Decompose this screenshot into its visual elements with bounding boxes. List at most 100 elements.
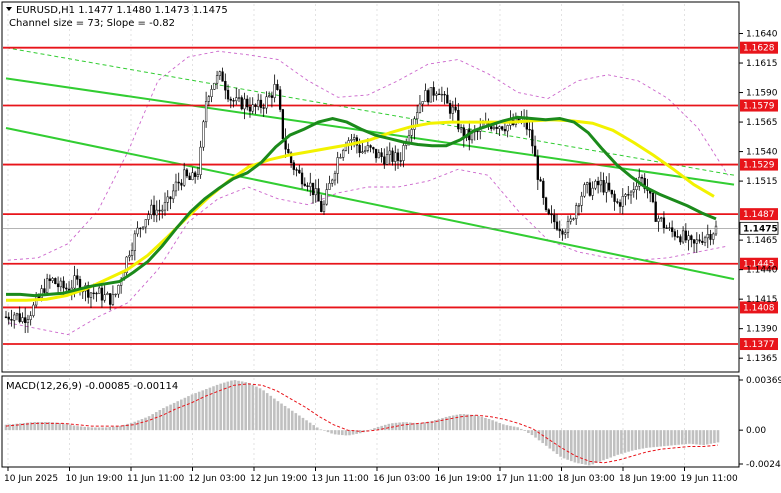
candle-body bbox=[229, 98, 232, 101]
macd-hist-bar bbox=[247, 383, 251, 431]
candle-body bbox=[114, 293, 117, 296]
candle-body bbox=[503, 129, 507, 132]
candle-body bbox=[100, 287, 104, 301]
macd-hist-bar bbox=[348, 430, 351, 436]
macd-hist-bar bbox=[648, 430, 652, 448]
candle-body bbox=[210, 89, 213, 97]
candle-body bbox=[629, 191, 633, 196]
macd-hist-bar bbox=[476, 415, 480, 431]
macd-hist-bar bbox=[208, 387, 212, 431]
macd-hist-bar bbox=[595, 430, 598, 464]
macd-hist-bar bbox=[534, 430, 537, 438]
level-tag bbox=[740, 301, 778, 314]
macd-hist-bar bbox=[695, 430, 698, 445]
candle-body bbox=[501, 126, 504, 130]
macd-hist-bar bbox=[187, 396, 190, 431]
candle-body bbox=[457, 109, 460, 130]
candle-body bbox=[703, 237, 707, 243]
candle-body bbox=[259, 99, 263, 108]
macd-hist-bar bbox=[394, 422, 398, 431]
macd-hist-bar bbox=[65, 424, 69, 431]
candle-body bbox=[336, 157, 339, 174]
candle-body bbox=[681, 230, 685, 243]
x-tick-label: 19 Jun 11:00 bbox=[681, 474, 738, 484]
macd-hist-bar bbox=[366, 430, 369, 431]
level-tag bbox=[740, 41, 778, 54]
macd-hist-bar bbox=[519, 428, 523, 431]
candle-body bbox=[536, 156, 539, 180]
candle-body bbox=[533, 145, 537, 157]
candle-body bbox=[48, 278, 52, 281]
x-tick-label: 12 Jun 03:00 bbox=[189, 474, 246, 484]
candle-body bbox=[320, 200, 323, 212]
macd-hist-bar bbox=[323, 430, 326, 431]
candle-body bbox=[144, 219, 147, 228]
macd-hist-bar bbox=[104, 427, 108, 431]
macd-label: MACD(12,26,9) -0.00085 -0.00114 bbox=[6, 381, 178, 392]
candle-body bbox=[240, 97, 243, 110]
macd-hist-bar bbox=[94, 427, 97, 431]
candle-body bbox=[435, 93, 438, 96]
macd-hist-bar bbox=[552, 430, 555, 452]
y-tick-label: 1.1365 bbox=[746, 354, 778, 364]
macd-hist-bar bbox=[108, 427, 112, 431]
macd-hist-bar bbox=[40, 422, 44, 431]
time-axis: 10 Jun 2025 10 Jun 19:00 11 Jun 11:00 12 Ju… bbox=[4, 467, 738, 484]
y-tick-label: 1.1540 bbox=[746, 148, 778, 158]
level-tag-label: 1.1445 bbox=[743, 260, 775, 270]
macd-hist-bar bbox=[491, 420, 494, 431]
macd-hist-bar bbox=[158, 410, 162, 431]
candle-body bbox=[289, 152, 293, 163]
candle-body bbox=[599, 180, 603, 186]
macd-hist-bar bbox=[333, 430, 337, 435]
macd-hist-bar bbox=[684, 430, 688, 445]
candle-body bbox=[76, 275, 79, 280]
macd-hist-bar bbox=[680, 430, 684, 445]
candle-body bbox=[558, 229, 561, 232]
macd-hist-bar bbox=[673, 430, 677, 446]
candle-body bbox=[314, 188, 317, 196]
candle-body bbox=[262, 107, 265, 109]
candle-body bbox=[391, 150, 394, 162]
candle-body bbox=[594, 180, 597, 189]
macd-hist-bar bbox=[401, 422, 405, 431]
macd-hist-bar bbox=[670, 430, 673, 446]
macd-hist-bar bbox=[126, 423, 129, 431]
candle-body bbox=[287, 148, 290, 154]
macd-hist-bar bbox=[469, 414, 473, 431]
candle-body bbox=[542, 180, 545, 198]
macd-hist-bar bbox=[455, 414, 459, 431]
macd-hist-bar bbox=[61, 423, 65, 431]
moving-averages bbox=[6, 115, 717, 302]
candle-body bbox=[251, 104, 254, 112]
macd-hist-bar bbox=[319, 429, 323, 431]
channel-lower bbox=[5, 126, 735, 281]
macd-hist-bar bbox=[180, 399, 183, 431]
candle-body bbox=[627, 194, 630, 196]
macd-hist-bar bbox=[698, 430, 702, 445]
macd-hist-bar bbox=[716, 430, 720, 443]
macd-hist-bar bbox=[201, 390, 205, 431]
macd-hist-bar bbox=[609, 430, 612, 458]
macd-hist-bar bbox=[112, 426, 115, 431]
dropdown-triangle-icon[interactable] bbox=[6, 7, 12, 11]
candle-body bbox=[547, 209, 550, 215]
macd-hist-bar bbox=[380, 425, 383, 431]
x-tick-label: 10 Jun 2025 bbox=[4, 474, 58, 484]
macd-hist-bar bbox=[351, 430, 355, 435]
candle-body bbox=[191, 172, 194, 181]
macd-hist-bar bbox=[709, 430, 713, 444]
macd-hist-bar bbox=[151, 414, 154, 431]
macd-hist-bar bbox=[573, 430, 577, 463]
macd-hist-bar bbox=[655, 430, 659, 447]
candle-body bbox=[446, 94, 449, 104]
macd-hist-bar bbox=[122, 424, 126, 431]
macd-hist-bar bbox=[51, 422, 54, 431]
candle-body bbox=[128, 255, 131, 258]
macd-hist-bar bbox=[591, 430, 595, 465]
macd-signal-line bbox=[5, 383, 719, 464]
candle-body bbox=[544, 197, 548, 210]
macd-hist-bar bbox=[190, 394, 194, 431]
